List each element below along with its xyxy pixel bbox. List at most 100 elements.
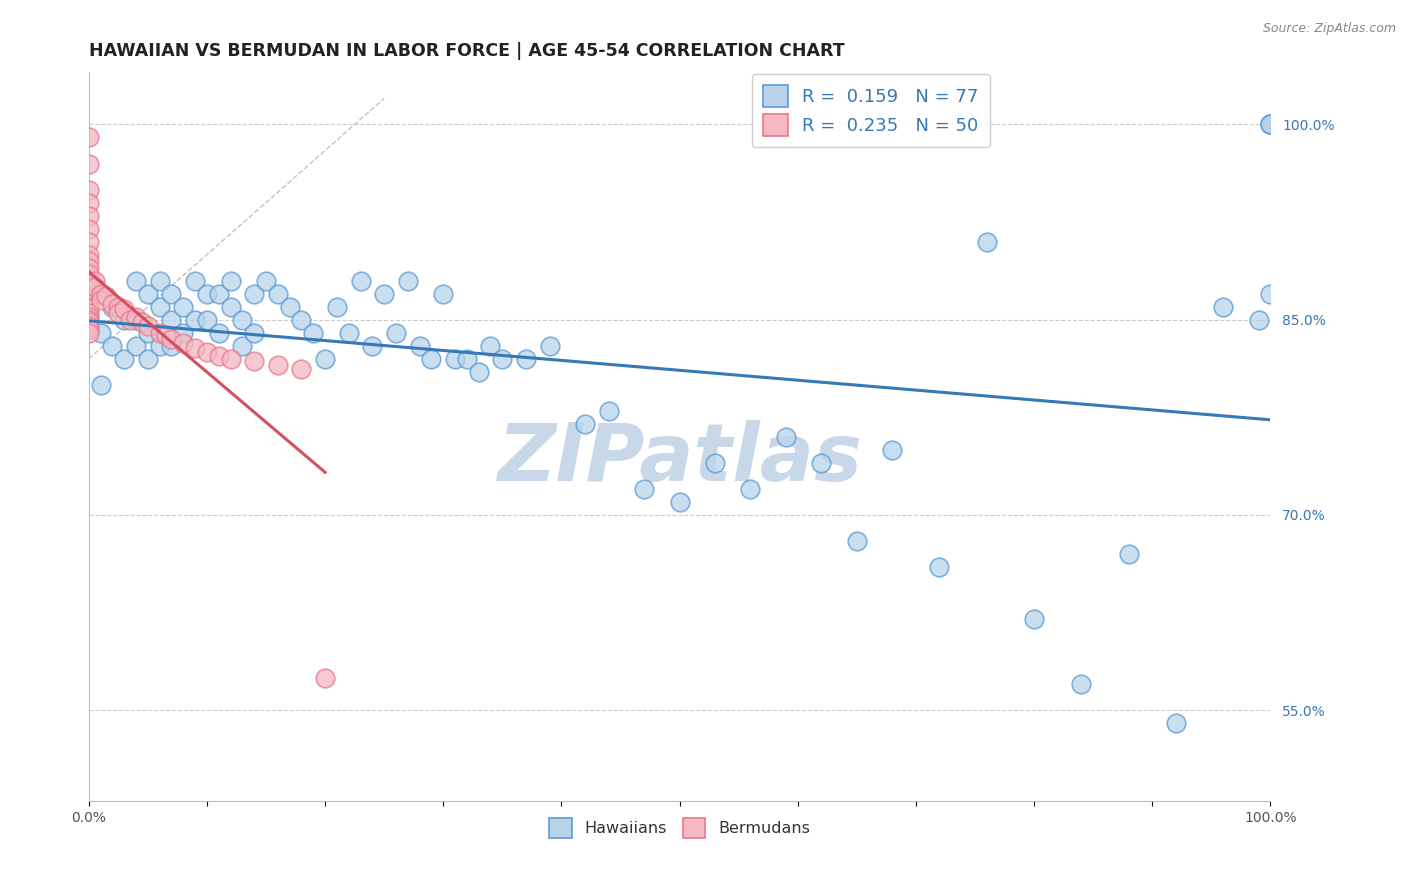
Point (136, 326, 159, 340)
Point (314, 351, 336, 366)
Point (136, 351, 159, 366)
Point (243, 286, 266, 301)
Point (155, 328, 177, 343)
Point (574, 417, 596, 431)
Point (77, 130, 100, 145)
Point (77, 286, 100, 301)
Point (77, 156, 100, 170)
Point (112, 351, 135, 366)
Point (107, 300, 129, 314)
Point (101, 339, 124, 353)
Point (314, 671, 336, 685)
Point (1260, 118, 1282, 132)
Point (467, 365, 489, 379)
Point (77, 195, 100, 210)
Point (77, 300, 100, 314)
Point (160, 332, 183, 346)
Point (77, 293, 100, 308)
Point (444, 351, 467, 366)
Point (254, 274, 277, 288)
Point (77, 235, 100, 249)
Point (208, 349, 231, 363)
Point (373, 286, 395, 301)
Point (77, 209, 100, 223)
Point (278, 300, 301, 314)
Point (77, 247, 100, 261)
Point (775, 430, 797, 444)
Point (882, 442, 904, 457)
Point (149, 326, 172, 340)
Point (112, 312, 135, 326)
Point (184, 312, 207, 326)
Point (120, 312, 142, 326)
Point (77, 302, 100, 317)
Point (267, 286, 290, 301)
Point (1260, 118, 1282, 132)
Point (1247, 312, 1270, 326)
Point (326, 300, 349, 314)
Point (77, 319, 100, 334)
Point (77, 254, 100, 268)
Point (195, 286, 218, 301)
Point (101, 297, 124, 311)
Point (1260, 286, 1282, 301)
Point (290, 312, 312, 326)
Point (1164, 716, 1187, 731)
Point (740, 482, 762, 496)
Legend: Hawaiians, Bermudans: Hawaiians, Bermudans (543, 812, 815, 844)
Point (479, 339, 502, 353)
Point (83, 274, 105, 288)
Point (125, 310, 148, 324)
Point (101, 300, 124, 314)
Text: ZIPatlas: ZIPatlas (498, 420, 862, 498)
Point (208, 326, 231, 340)
Point (160, 339, 183, 353)
Point (149, 339, 172, 353)
Point (420, 351, 443, 366)
Point (231, 339, 253, 353)
Point (77, 221, 100, 235)
Point (361, 339, 384, 353)
Point (845, 533, 868, 548)
Point (184, 274, 207, 288)
Point (90, 326, 112, 340)
Point (77, 315, 100, 329)
Point (1260, 118, 1282, 132)
Point (90, 293, 112, 308)
Point (90, 377, 112, 392)
Point (704, 456, 727, 470)
Point (456, 351, 478, 366)
Point (976, 235, 998, 249)
Point (219, 274, 242, 288)
Point (668, 495, 690, 509)
Point (77, 306, 100, 320)
Point (432, 286, 454, 301)
Point (928, 560, 950, 574)
Point (267, 358, 290, 372)
Point (77, 310, 100, 324)
Point (396, 274, 419, 288)
Point (337, 326, 360, 340)
Point (243, 326, 266, 340)
Point (172, 326, 194, 340)
Point (160, 312, 183, 326)
Point (125, 274, 148, 288)
Point (243, 354, 266, 368)
Point (349, 274, 371, 288)
Point (77, 280, 100, 294)
Point (136, 286, 159, 301)
Point (385, 326, 408, 340)
Point (219, 300, 242, 314)
Point (1070, 677, 1092, 691)
Point (810, 456, 832, 470)
Point (172, 300, 194, 314)
Point (77, 274, 100, 288)
Point (77, 322, 100, 336)
Point (107, 306, 129, 320)
Point (633, 482, 655, 496)
Point (77, 312, 100, 326)
Point (136, 319, 159, 334)
Point (1212, 300, 1234, 314)
Point (195, 345, 218, 359)
Point (195, 312, 218, 326)
